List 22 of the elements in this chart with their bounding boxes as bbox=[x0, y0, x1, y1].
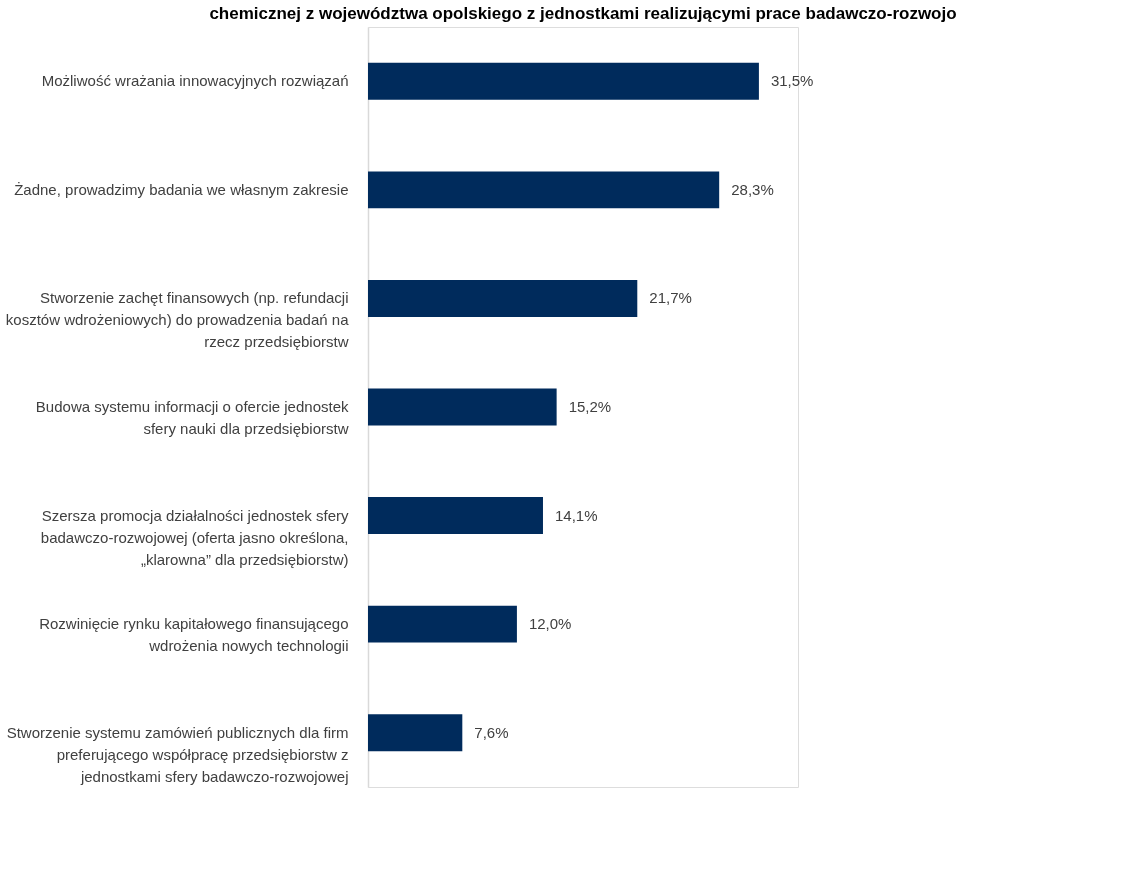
y-tick-label: Szersza promocja działalności jednostek sfery badawczo-rozwojowej (oferta jasno określona, „klarowna” dla przedsiębiorstw) bbox=[40, 506, 349, 568]
chart-title: chemicznej z województwa opolskiego z jednostkami realizującymi prace badawczo-rozwojo bbox=[209, 4, 957, 23]
y-tick-label: Możliwość wrażania innowacyjnych rozwiązań bbox=[41, 72, 349, 90]
bar bbox=[368, 62, 759, 100]
bar bbox=[368, 714, 463, 752]
y-tick-label: Rozwinięcie rynku kapitałowego finansującego wdrożenia nowych technologii bbox=[39, 615, 349, 655]
bar bbox=[368, 171, 720, 209]
bar bbox=[368, 605, 517, 643]
bar bbox=[368, 388, 557, 426]
data-label: 15,2% bbox=[568, 398, 612, 415]
data-label: 7,6% bbox=[474, 723, 509, 741]
data-label: 14,1% bbox=[554, 506, 598, 524]
data-label: 21,7% bbox=[649, 289, 692, 307]
bar bbox=[368, 497, 543, 535]
data-label: 28,3% bbox=[731, 180, 774, 198]
y-tick-label: Stworzenie zachęt finansowych (np. refundacji kosztów wdrożeniowych) do prowadzenia badań na rzecz przedsiębiorstw bbox=[5, 289, 350, 351]
data-label: 12,0% bbox=[528, 615, 572, 633]
data-label: 31,5% bbox=[770, 72, 814, 90]
y-tick-label: Żadne, prowadzimy badania we własnym zakresie bbox=[14, 180, 349, 198]
y-tick-label: Budowa systemu informacji o ofercie jednostek sfery nauki dla przedsiębiorstw bbox=[35, 398, 349, 437]
bar bbox=[368, 279, 638, 317]
y-tick-label: Stworzenie systemu zamówień publicznych dla firm preferującego współpracę przedsiębiorstw z jednostkami sfery badawczo-rozwojowej bbox=[6, 723, 349, 785]
